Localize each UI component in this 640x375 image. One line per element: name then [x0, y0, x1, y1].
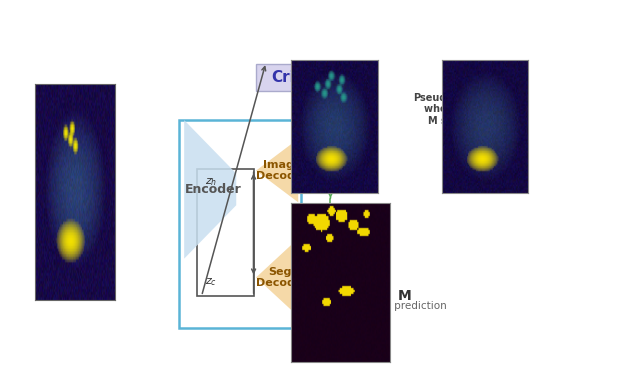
Polygon shape [184, 120, 236, 259]
Text: X: X [90, 185, 102, 200]
Text: Full
reconstruction
when using M: Full reconstruction when using M [305, 94, 375, 127]
Text: Pseudo-healthy
when using
M set to 0: Pseudo-healthy when using M set to 0 [413, 93, 499, 126]
Text: Image
Decoder: Image Decoder [257, 160, 308, 182]
Polygon shape [256, 139, 298, 202]
Text: Mask prediction: Mask prediction [364, 302, 446, 311]
Text: $z_h$: $z_h$ [205, 176, 218, 188]
Text: $z_c$: $z_c$ [205, 276, 218, 288]
Text: Critic: Critic [271, 70, 317, 85]
Bar [179, 120, 301, 328]
FancyBboxPatch shape [256, 64, 333, 91]
Text: M: M [398, 289, 412, 303]
Text: Seg.
Decoder: Seg. Decoder [257, 267, 308, 288]
Polygon shape [256, 238, 298, 316]
Bar [196, 169, 253, 296]
Text: Encoder: Encoder [184, 183, 241, 196]
